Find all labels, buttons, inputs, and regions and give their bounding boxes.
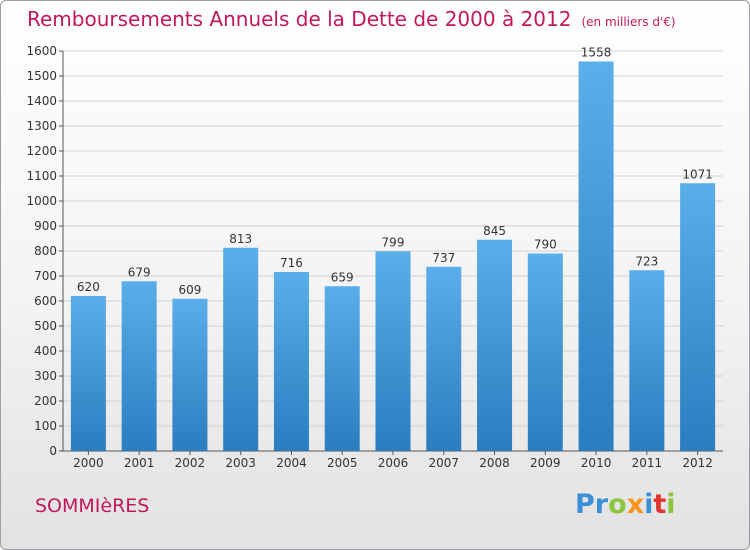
y-tick-label: 700	[34, 269, 57, 283]
bar	[477, 239, 513, 451]
bar	[324, 286, 360, 451]
unit-label: (en milliers d'€)	[581, 15, 676, 29]
y-tick-label: 0	[49, 444, 57, 458]
y-tick-label: 1600	[26, 44, 57, 58]
data-label: 845	[483, 224, 506, 238]
city-name: SOMMIèRES	[35, 495, 150, 517]
y-tick-label: 500	[34, 319, 57, 333]
x-tick-label: 2003	[225, 456, 256, 470]
data-label: 1071	[682, 167, 713, 181]
data-label: 790	[534, 238, 557, 252]
bar	[70, 296, 106, 451]
y-tick-label: 1500	[26, 69, 57, 83]
logo-letter: i	[644, 489, 654, 520]
y-tick-label: 200	[34, 394, 57, 408]
y-tick-label: 900	[34, 219, 57, 233]
data-label: 716	[280, 256, 303, 270]
y-tick-label: 1400	[26, 94, 57, 108]
y-tick-label: 1300	[26, 119, 57, 133]
bar	[629, 270, 665, 451]
x-tick-label: 2012	[682, 456, 713, 470]
data-label: 799	[382, 235, 405, 249]
logo-letter: t	[653, 489, 667, 520]
logo-letter: i	[666, 489, 676, 520]
x-tick-label: 2004	[276, 456, 307, 470]
bar	[426, 266, 462, 451]
proxiti-logo[interactable]: Proxiti	[575, 489, 676, 520]
logo-letter: x	[626, 489, 645, 520]
x-tick-label: 2005	[327, 456, 358, 470]
bar	[172, 298, 208, 451]
x-tick-label: 2006	[378, 456, 409, 470]
x-tick-label: 2000	[73, 456, 104, 470]
bar	[375, 251, 411, 451]
y-tick-label: 1000	[26, 194, 57, 208]
y-tick-label: 1100	[26, 169, 57, 183]
data-label: 723	[635, 254, 658, 268]
bar	[273, 272, 309, 451]
data-label: 737	[432, 251, 455, 265]
y-tick-label: 1200	[26, 144, 57, 158]
y-tick-label: 600	[34, 294, 57, 308]
bar	[578, 61, 614, 451]
x-tick-label: 2007	[428, 456, 459, 470]
data-label: 813	[229, 232, 252, 246]
x-tick-label: 2011	[632, 456, 663, 470]
y-tick-label: 300	[34, 369, 57, 383]
data-label: 609	[178, 283, 201, 297]
data-label: 659	[331, 270, 354, 284]
y-tick-label: 400	[34, 344, 57, 358]
y-tick-label: 800	[34, 244, 57, 258]
x-tick-label: 2002	[175, 456, 206, 470]
bar	[527, 253, 563, 451]
bar	[223, 247, 259, 451]
bar	[121, 281, 157, 451]
data-label: 620	[77, 280, 100, 294]
title-text: Remboursements Annuels de la Dette de 20…	[27, 7, 572, 31]
logo-letter: P	[575, 489, 595, 520]
x-tick-label: 2001	[124, 456, 155, 470]
data-label: 1558	[581, 46, 612, 60]
x-tick-label: 2010	[581, 456, 612, 470]
bar	[680, 183, 716, 451]
y-tick-label: 100	[34, 419, 57, 433]
chart-title: Remboursements Annuels de la Dette de 20…	[27, 7, 676, 31]
data-label: 679	[128, 265, 151, 279]
x-tick-label: 2009	[530, 456, 561, 470]
x-tick-label: 2008	[479, 456, 510, 470]
logo-letter: o	[608, 489, 627, 520]
logo-letter: r	[594, 489, 609, 520]
